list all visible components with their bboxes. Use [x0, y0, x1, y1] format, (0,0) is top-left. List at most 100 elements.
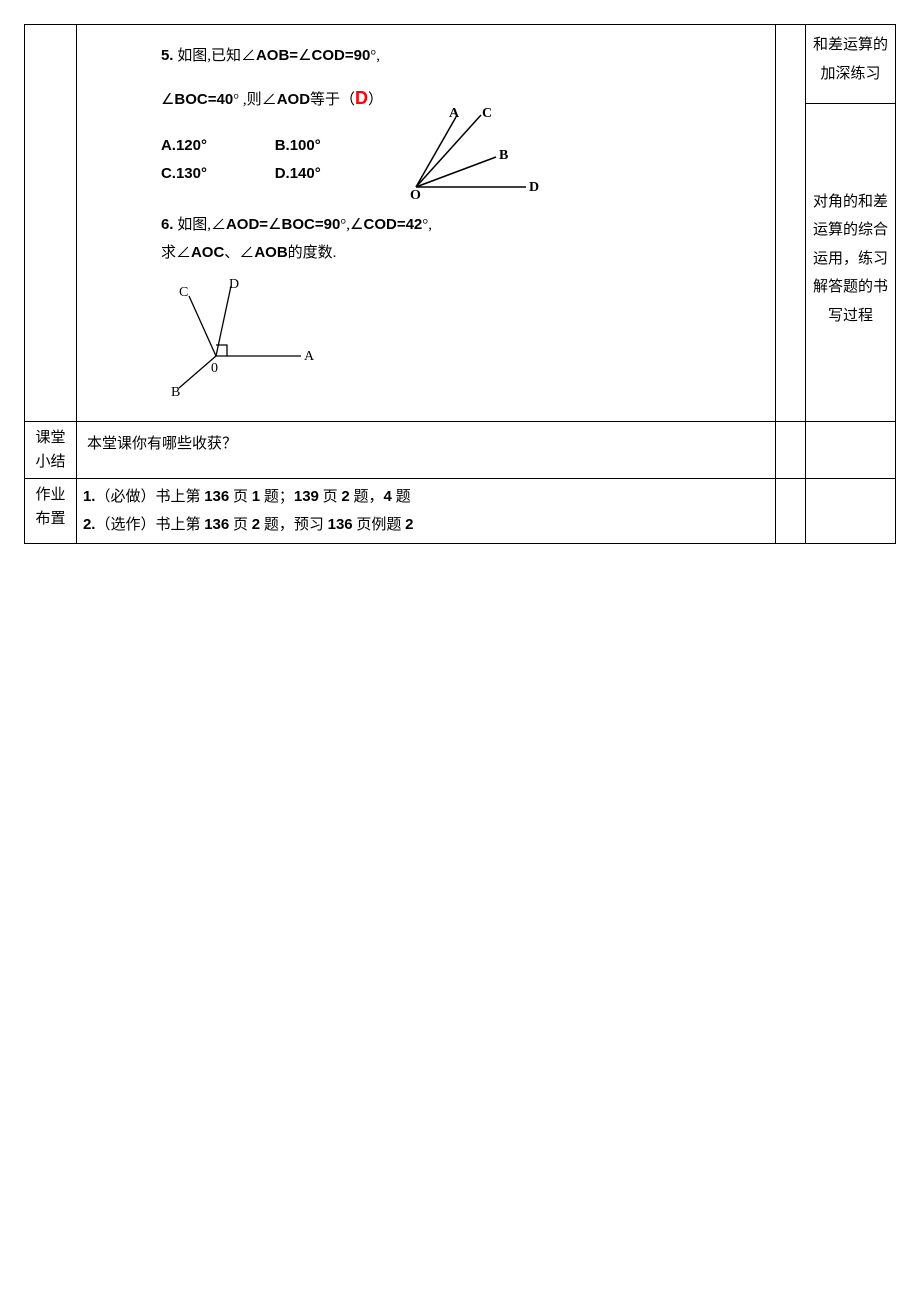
- q5-label-C: C: [482, 107, 492, 121]
- note-bottom-cell: 对角的和差运算的综合运用，练习解答题的书写过程: [806, 103, 895, 334]
- q6-label-A: A: [304, 349, 315, 364]
- q5-answer: D: [355, 88, 368, 108]
- hw2-t2: 页: [229, 517, 252, 533]
- summary-row: 课堂小结 本堂课你有哪些收获？: [25, 421, 896, 478]
- q5-options-and-figure: A.120° B.100° C.130° D.140°: [91, 137, 761, 183]
- homework-label-cell: 作业布置: [25, 478, 77, 543]
- hw1-b5: 4: [384, 488, 392, 505]
- q6-figure: 0 A D C B: [161, 278, 761, 403]
- q5-t5: °,: [370, 48, 380, 64]
- q6-label-D: D: [229, 278, 239, 292]
- hw1-t1: （必做）书上第: [95, 489, 204, 505]
- hw1-b1: 136: [204, 488, 229, 505]
- row1-notes-cell: 和差运算的加深练习 对角的和差运算的综合运用，练习解答题的书写过程: [806, 25, 896, 422]
- q5-line1: 5. 如图,已知∠AOB=∠COD=90°,: [161, 39, 761, 73]
- hw1-t2: 页: [229, 489, 252, 505]
- q5-t12: ）: [368, 92, 383, 108]
- hw2-t4: 页例题: [353, 517, 406, 533]
- homework-list: 1.（必做）书上第 136 页 1 题；139 页 2 题，4 题 2.（选作）…: [83, 483, 769, 539]
- q6-t3: ∠: [268, 217, 281, 233]
- hw1-num: 1.: [83, 488, 96, 505]
- q6-t4: BOC=90: [282, 216, 341, 233]
- q5-t10: AOD: [277, 91, 310, 108]
- document-page: 5. 如图,已知∠AOB=∠COD=90°, ∠BOC=40° ,则∠AOD等于…: [24, 24, 896, 544]
- hw2-t1: （选作）书上第: [95, 517, 204, 533]
- hw-item-2: 2.（选作）书上第 136 页 2 题，预习 136 页例题 2: [83, 511, 769, 539]
- q5-label-O: O: [410, 188, 421, 202]
- q6-label-B: B: [171, 385, 180, 398]
- q5-t8: ° ,: [233, 92, 247, 108]
- q5-label-D: D: [529, 180, 539, 195]
- q5-t1: 如图,已知∠: [173, 48, 256, 64]
- content-row: 5. 如图,已知∠AOB=∠COD=90°, ∠BOC=40° ,则∠AOD等于…: [25, 25, 896, 422]
- summary-question: 本堂课你有哪些收获？: [83, 426, 769, 459]
- row1-content-cell: 5. 如图,已知∠AOB=∠COD=90°, ∠BOC=40° ,则∠AOD等于…: [76, 25, 775, 422]
- homework-right-cell: [806, 478, 896, 543]
- q5-optB: B.100°: [275, 137, 385, 154]
- question-6: 6. 如图,∠AOD=∠BOC=90°,∠COD=42°, 求∠AOC、∠AOB…: [161, 211, 761, 268]
- homework-content-cell: 1.（必做）书上第 136 页 1 题；139 页 2 题，4 题 2.（选作）…: [76, 478, 775, 543]
- hw2-b2: 2: [252, 516, 260, 533]
- q6-t12: 的度数.: [288, 245, 337, 261]
- q6-t5: °,∠: [340, 217, 363, 233]
- q5-number: 5.: [161, 47, 174, 64]
- q5-t2: AOB=: [256, 47, 298, 64]
- summary-gap-cell: [776, 421, 806, 478]
- q6-t2: AOD=: [226, 216, 268, 233]
- note-top-cell: 和差运算的加深练习: [806, 25, 895, 103]
- q6-t9: AOC: [191, 244, 224, 261]
- hw1-t4: 页: [319, 489, 342, 505]
- hw1-t6: 题: [392, 489, 411, 505]
- q5-optD: D.140°: [275, 165, 385, 182]
- q5-t11: 等于（: [310, 92, 355, 108]
- q6-t7: °,: [422, 217, 432, 233]
- q5-optA: A.120°: [161, 137, 271, 154]
- questions-block: 5. 如图,已知∠AOB=∠COD=90°, ∠BOC=40° ,则∠AOD等于…: [83, 29, 769, 417]
- hw2-b3: 136: [328, 516, 353, 533]
- q5-t4: COD=90: [312, 47, 371, 64]
- q6-t11: AOB: [254, 244, 287, 261]
- homework-row: 作业布置 1.（必做）书上第 136 页 1 题；139 页 2 题，4 题 2…: [25, 478, 896, 543]
- homework-gap-cell: [776, 478, 806, 543]
- hw2-num: 2.: [83, 516, 96, 533]
- hw1-t3: 题；: [260, 489, 294, 505]
- q5-t9: 则∠: [247, 92, 277, 108]
- q5-t3: ∠: [298, 48, 311, 64]
- hw1-t5: 题，: [350, 489, 384, 505]
- q6-t6: COD=42: [364, 216, 423, 233]
- note-bottom: 对角的和差运算的综合运用，练习解答题的书写过程: [812, 184, 889, 331]
- hw1-b3: 139: [294, 488, 319, 505]
- hw2-b4: 2: [405, 516, 413, 533]
- lesson-table: 5. 如图,已知∠AOB=∠COD=90°, ∠BOC=40° ,则∠AOD等于…: [24, 24, 896, 544]
- summary-right-cell: [806, 421, 896, 478]
- hw-item-1: 1.（必做）书上第 136 页 1 题；139 页 2 题，4 题: [83, 483, 769, 511]
- q5-figure: O D B A C: [396, 107, 546, 207]
- notes-inner-table: 和差运算的加深练习 对角的和差运算的综合运用，练习解答题的书写过程: [806, 25, 895, 334]
- q5-label-B: B: [499, 148, 508, 163]
- q6-t10: 、∠: [224, 245, 254, 261]
- q6-label-C: C: [179, 285, 188, 300]
- q5-label-A: A: [449, 107, 460, 121]
- q6-number: 6.: [161, 216, 174, 233]
- q6-label-O: 0: [211, 361, 218, 376]
- q6-line2: 求∠AOC、∠AOB的度数.: [161, 239, 761, 268]
- q6-t1: 如图,∠: [173, 217, 226, 233]
- q6-diagram-icon: 0 A D C B: [161, 278, 321, 398]
- hw2-t3: 题，预习: [260, 517, 328, 533]
- summary-label-cell: 课堂小结: [25, 421, 77, 478]
- homework-label: 作业布置: [31, 483, 70, 531]
- q6-line1: 6. 如图,∠AOD=∠BOC=90°,∠COD=42°,: [161, 211, 761, 240]
- row1-gap-cell: [776, 25, 806, 422]
- note-top: 和差运算的加深练习: [812, 27, 889, 88]
- q5-t7: BOC=40: [174, 91, 233, 108]
- q5-optC: C.130°: [161, 165, 271, 182]
- summary-content-cell: 本堂课你有哪些收获？: [76, 421, 775, 478]
- q5-t6: ∠: [161, 92, 174, 108]
- summary-label: 课堂小结: [31, 426, 70, 474]
- q6-t8: 求∠: [161, 245, 191, 261]
- hw2-b1: 136: [204, 516, 229, 533]
- q5-diagram-icon: O D B A C: [396, 107, 546, 202]
- hw1-b2: 1: [252, 488, 260, 505]
- row1-left-cell: [25, 25, 77, 422]
- hw1-b4: 2: [341, 488, 349, 505]
